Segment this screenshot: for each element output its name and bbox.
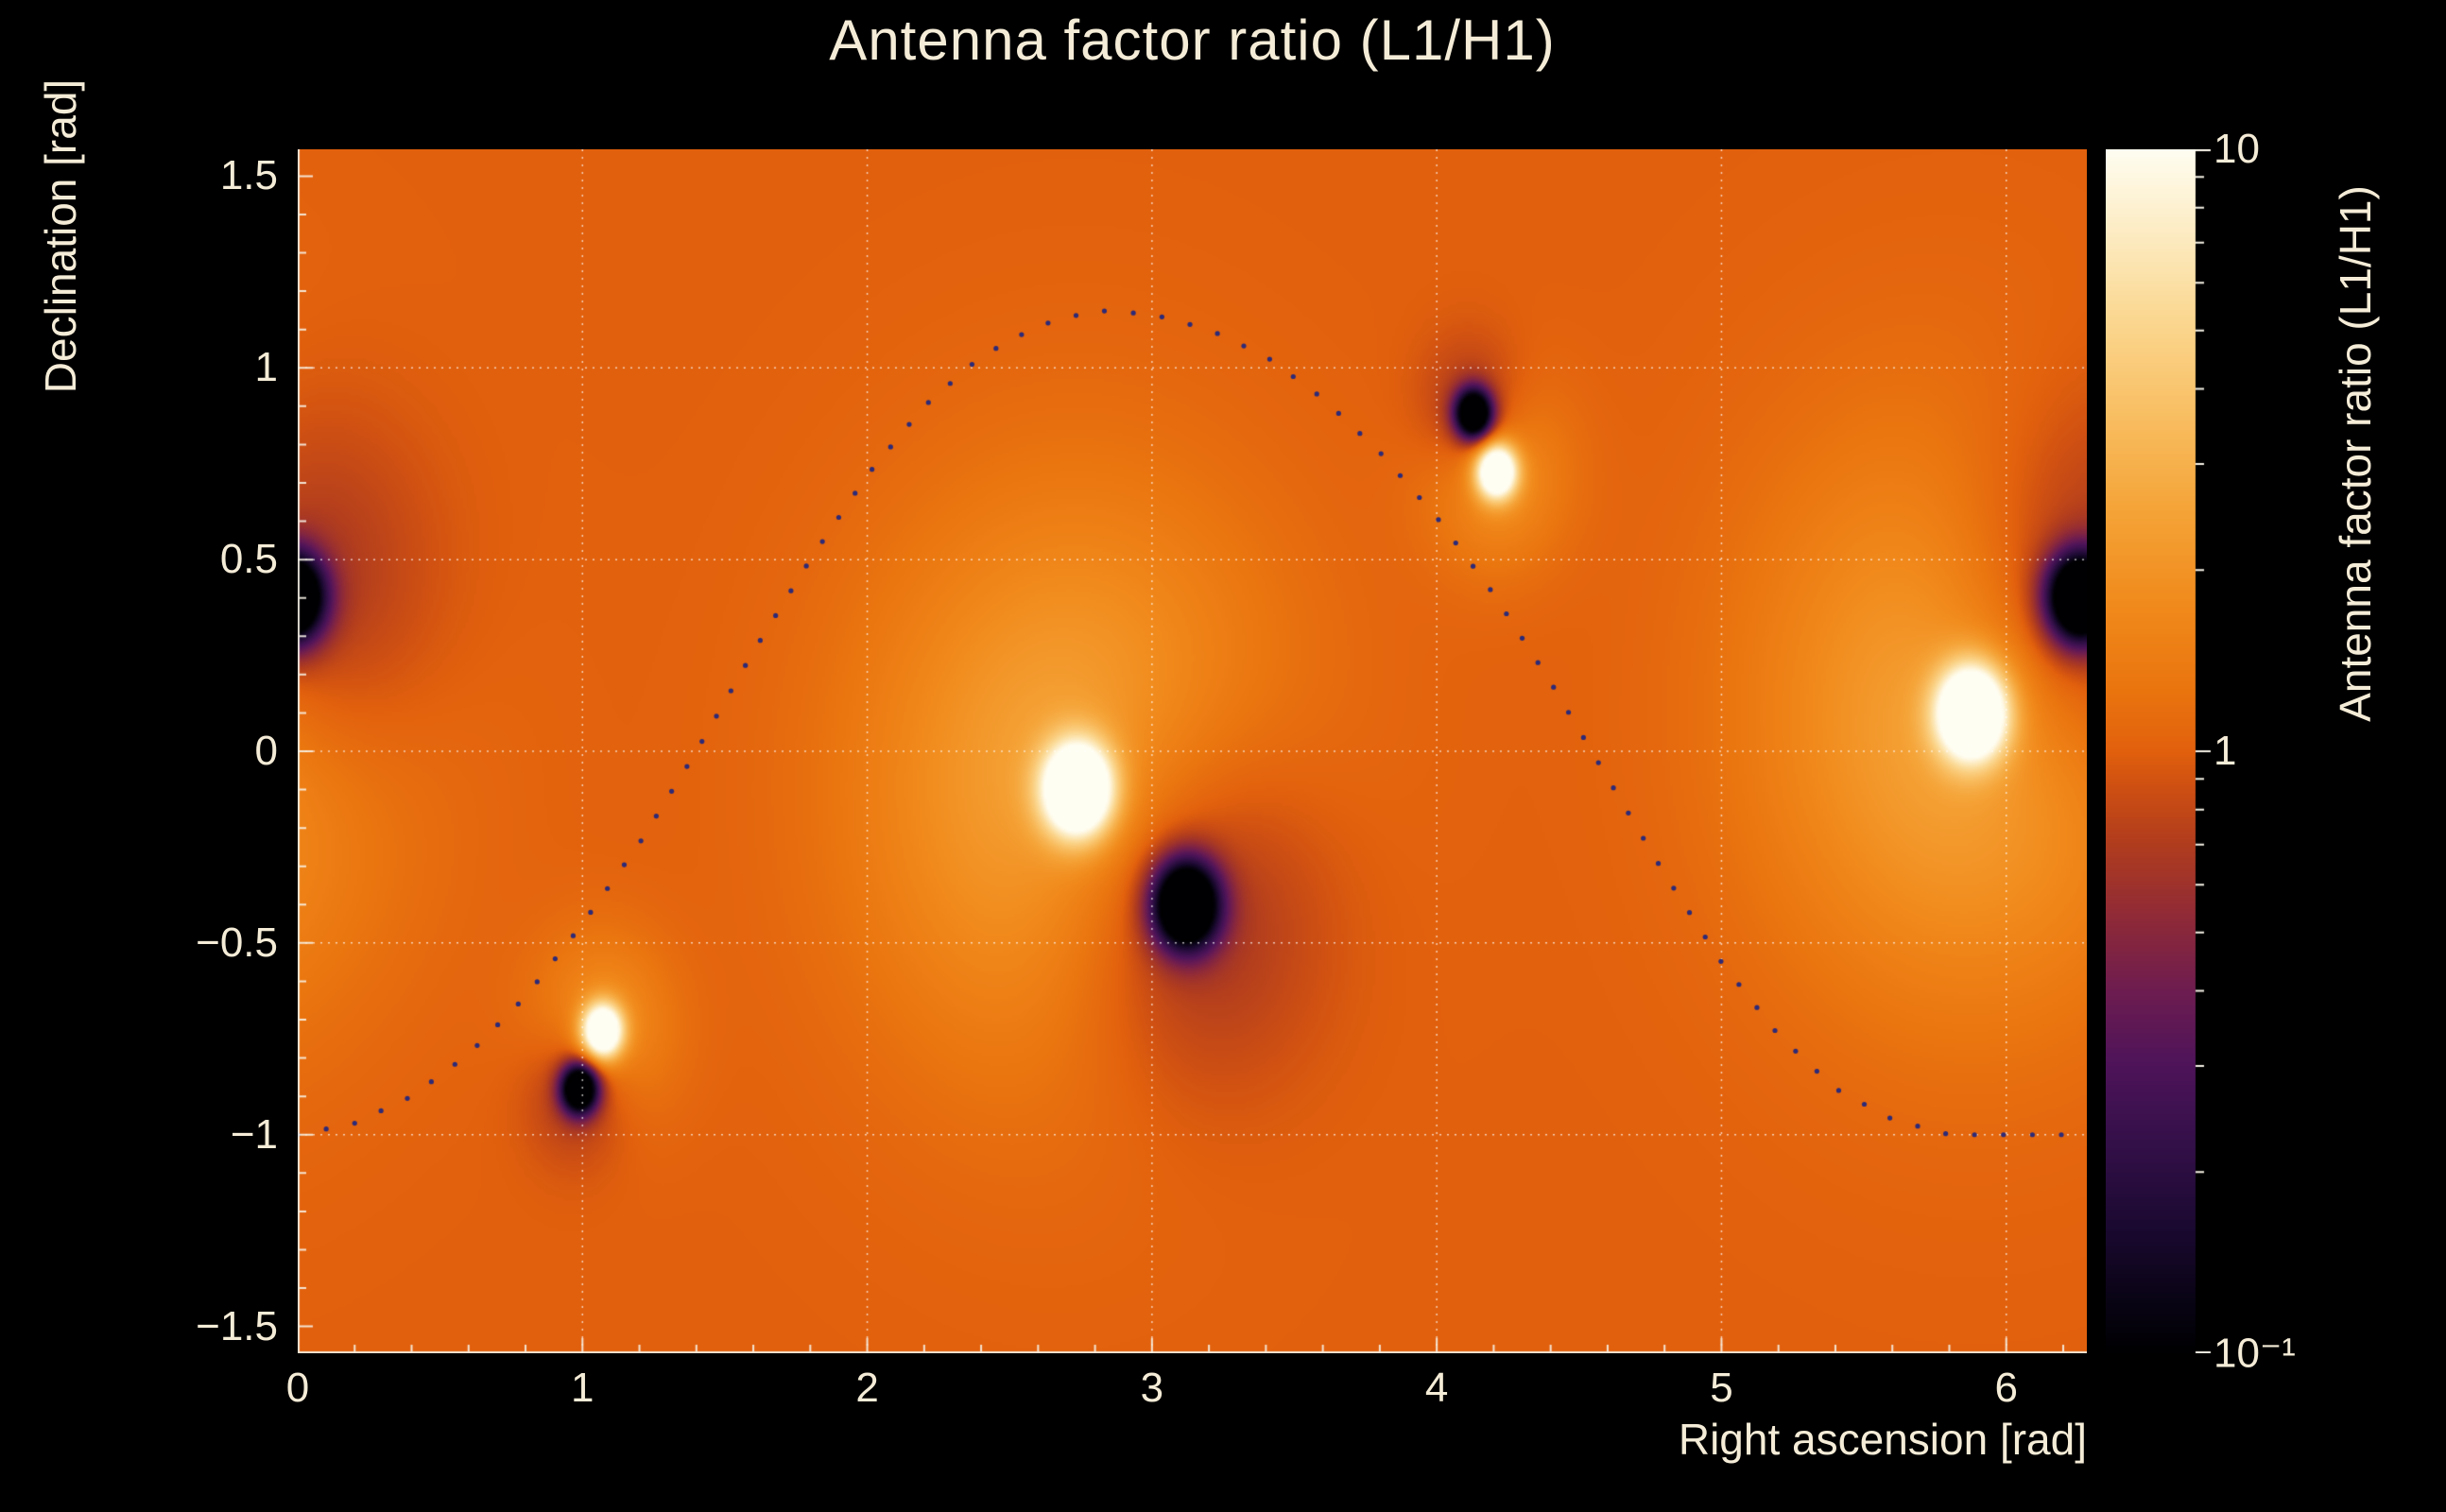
y-tick-label: −1 [230, 1110, 278, 1158]
heatmap-canvas [298, 149, 2087, 1353]
y-tick-label: 0.5 [219, 536, 278, 583]
y-tick-label: −1.5 [196, 1302, 278, 1349]
y-tick-label: 0 [254, 728, 278, 774]
x-axis-title: Right ascension [rad] [1678, 1415, 2087, 1464]
y-tick-labels: 1.5 1 0.5 0 −0.5 −1 −1.5 [0, 149, 285, 1353]
y-tick-label: 1 [254, 344, 278, 391]
x-tick-label: 3 [1140, 1365, 1164, 1411]
y-tick-label: −0.5 [196, 919, 278, 966]
colorbar-tick-label: 10 [2213, 126, 2260, 172]
colorbar-tick-label: 10⁻¹ [2213, 1330, 2296, 1377]
x-tick-labels: 0 1 2 3 4 5 6 [286, 1365, 2087, 1421]
x-tick-label: 2 [855, 1365, 879, 1411]
colorbar-tick-label: 1 [2213, 728, 2237, 774]
colorbar-canvas [2106, 149, 2214, 1353]
colorbar-tick-labels: 10 1 10⁻¹ [2213, 126, 2421, 1377]
x-tick-label: 6 [1994, 1365, 2018, 1411]
x-tick-label: 4 [1424, 1365, 1449, 1411]
x-tick-label: 5 [1710, 1365, 1733, 1411]
x-tick-label: 0 [285, 1365, 310, 1411]
x-tick-label: 1 [571, 1365, 594, 1411]
y-tick-label: 1.5 [219, 152, 278, 199]
chart-title: Antenna factor ratio (L1/H1) [829, 9, 1556, 72]
